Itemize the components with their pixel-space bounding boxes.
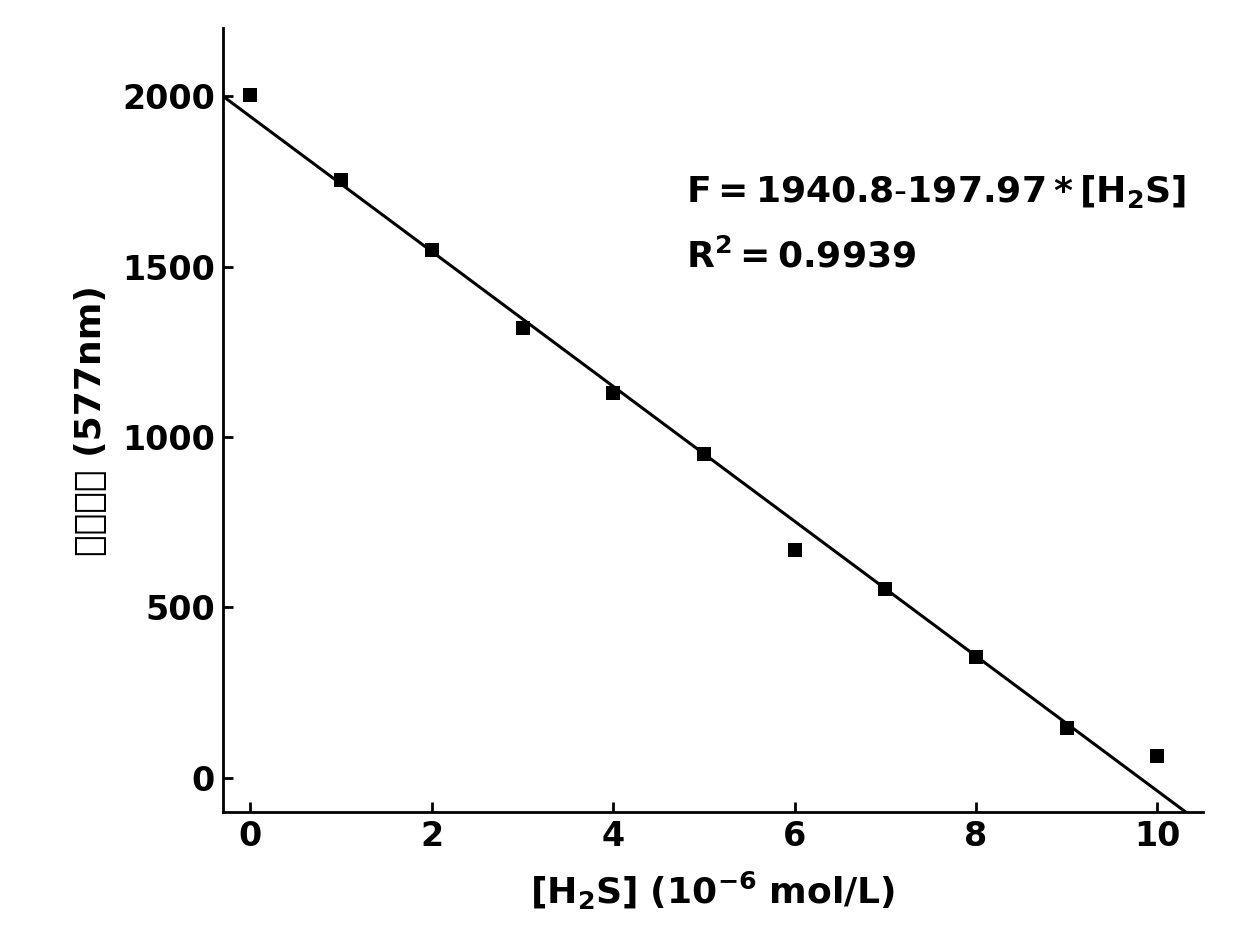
Point [1147, 748, 1167, 763]
Point [604, 385, 624, 400]
X-axis label: $\mathbf{[H_2S]\ (10^{-6}\ mol/L)}$: $\mathbf{[H_2S]\ (10^{-6}\ mol/L)}$ [531, 869, 895, 912]
Point [241, 87, 260, 102]
Point [331, 173, 351, 188]
Y-axis label: 荧光强度 (577nm): 荧光强度 (577nm) [74, 285, 108, 555]
Point [512, 321, 532, 336]
Point [422, 243, 441, 258]
Point [694, 447, 714, 462]
Text: $\mathbf{F=1940.8\text{-}197.97*[H_2S]}$: $\mathbf{F=1940.8\text{-}197.97*[H_2S]}$ [686, 174, 1187, 211]
Point [1056, 721, 1076, 736]
Point [875, 582, 895, 597]
Text: $\mathbf{R^2=0.9939}$: $\mathbf{R^2=0.9939}$ [686, 239, 916, 275]
Point [966, 649, 986, 665]
Point [785, 542, 805, 557]
